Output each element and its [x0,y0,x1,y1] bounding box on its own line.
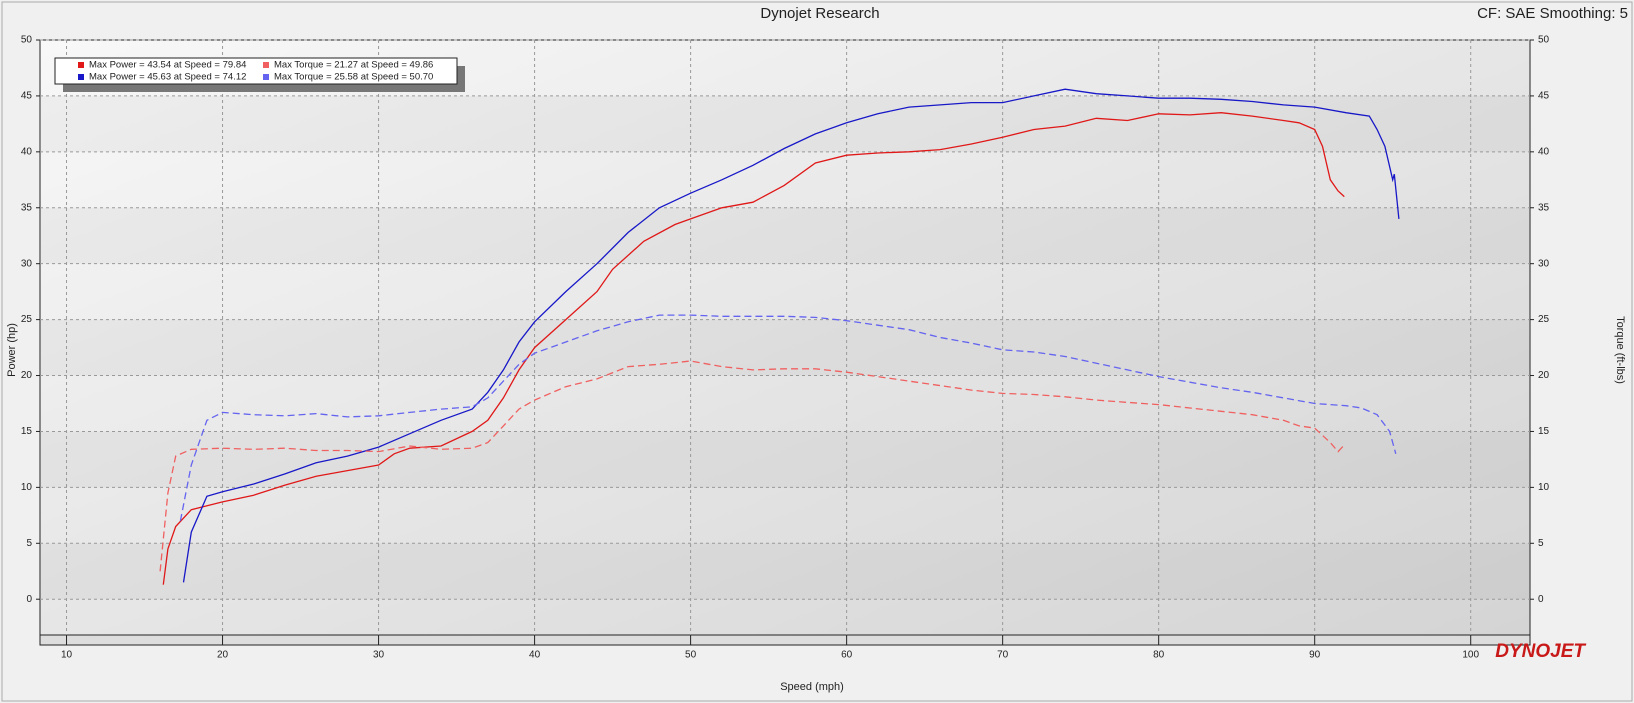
series-line [159,360,1345,572]
legend [54,57,458,85]
y2-tick-label: 30 [1538,258,1550,269]
legend-swatch [263,62,269,68]
y-tick-label: 25 [21,314,33,325]
legend-label: Max Torque = 21.27 at Speed = 49.86 [274,60,433,71]
y-tick-label: 40 [21,146,33,157]
y-tick-label: 50 [21,35,33,46]
y-tick-label: 20 [21,370,33,381]
y-tick-label: 35 [21,202,33,213]
x-tick-label: 90 [1309,650,1321,661]
series-line [182,88,1400,583]
series-line [179,314,1397,522]
x-tick-label: 30 [373,650,385,661]
y2-tick-label: 50 [1538,35,1550,46]
y2-tick-label: 45 [1538,91,1550,102]
y-tick-label: 45 [21,91,33,102]
y2-tick-label: 15 [1538,426,1550,437]
y-axis-label: Power (hp) [6,323,18,377]
x-tick-label: 70 [997,650,1009,661]
y-tick-label: 10 [21,482,33,493]
x-axis-label: Speed (mph) [780,681,844,693]
x-axis-strip [39,634,1531,646]
band [41,431,1529,487]
band [41,543,1529,599]
band [41,96,1529,152]
x-tick-label: 100 [1462,650,1479,661]
x-tick-label: 40 [529,650,541,661]
series-line [162,112,1345,585]
y2-tick-label: 40 [1538,146,1550,157]
band [41,208,1529,264]
legend-label: Max Power = 45.63 at Speed = 74.12 [89,72,246,83]
y2-tick-label: 5 [1538,538,1544,549]
plot-area [39,39,1531,636]
chart-title: Dynojet Research [760,5,879,22]
y2-tick-label: 20 [1538,370,1550,381]
legend-swatch [78,62,84,68]
legend-label: Max Power = 43.54 at Speed = 79.84 [89,60,246,71]
band [41,320,1529,376]
y2-axis-label: Torque (ft-lbs) [1614,316,1626,384]
y2-tick-label: 25 [1538,314,1550,325]
legend-label: Max Torque = 25.58 at Speed = 50.70 [274,72,433,83]
x-tick-label: 60 [841,650,853,661]
y-tick-label: 5 [26,538,32,549]
x-tick-label: 20 [217,650,229,661]
legend-swatch [263,74,269,80]
y2-tick-label: 10 [1538,482,1550,493]
legend-swatch [78,74,84,80]
x-tick-label: 10 [61,650,73,661]
y2-tick-label: 35 [1538,202,1550,213]
y2-tick-label: 0 [1538,594,1544,605]
y-tick-label: 0 [26,594,32,605]
y-tick-label: 15 [21,426,33,437]
logo: DYNOJET [1495,641,1586,662]
x-tick-label: 50 [685,650,697,661]
y-tick-label: 30 [21,258,33,269]
x-tick-label: 80 [1153,650,1165,661]
subtitle: CF: SAE Smoothing: 5 [1477,5,1628,22]
